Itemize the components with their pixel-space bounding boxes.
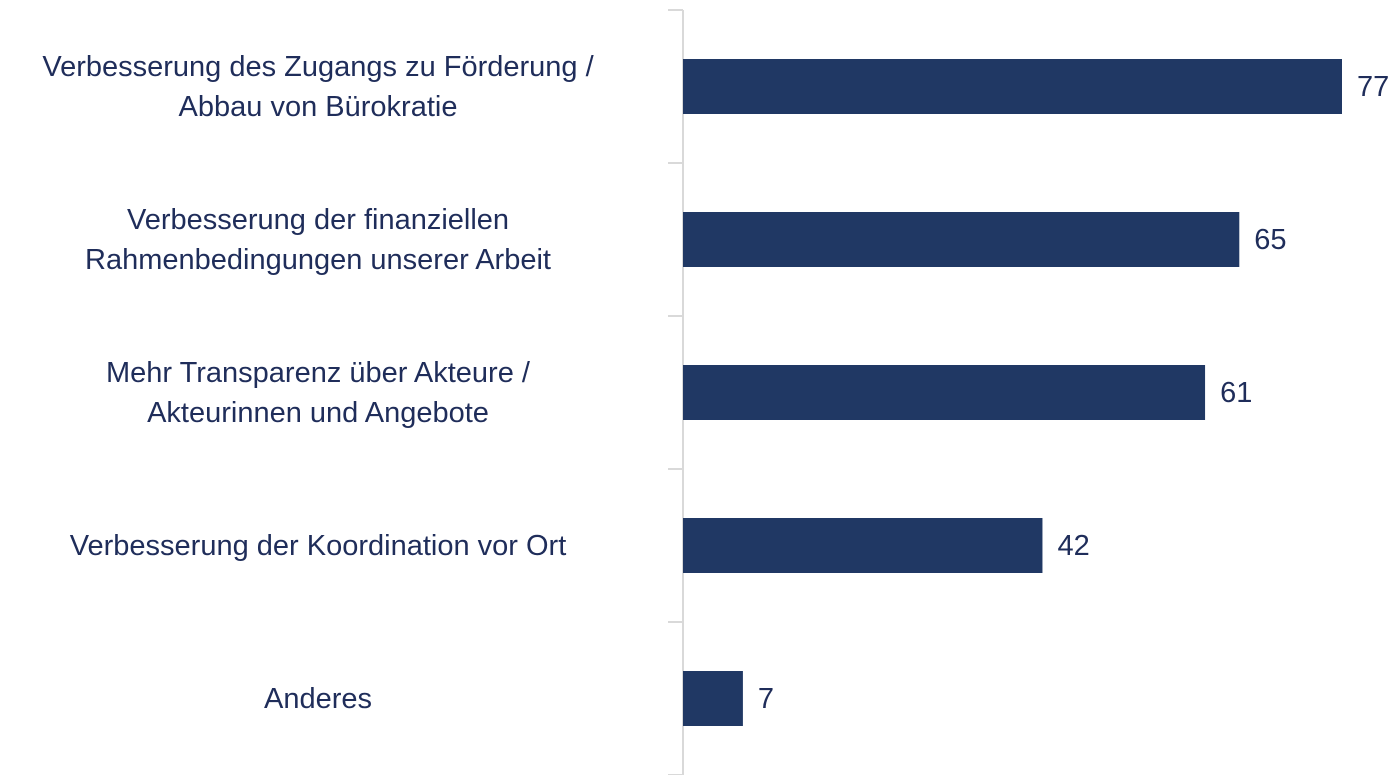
data-label: 65 [1254,224,1286,256]
category-label: Mehr Transparenz über Akteure / Akteurin… [106,356,530,429]
data-label: 7 [758,683,774,715]
bar [683,212,1240,267]
bar [683,365,1206,420]
data-label: 42 [1057,530,1089,562]
data-label: 77 [1357,71,1389,103]
category-label: Verbesserung der Koordination vor Ort [69,529,567,562]
category-label: Anderes [263,682,372,715]
category-label: Verbesserung des Zugangs zu Förderung / … [42,50,594,123]
category-label: Verbesserung der finanziellen Rahmenbedi… [85,203,551,276]
bar [683,671,743,726]
bar [683,518,1043,573]
data-label: 61 [1220,377,1252,409]
bar [683,59,1342,114]
